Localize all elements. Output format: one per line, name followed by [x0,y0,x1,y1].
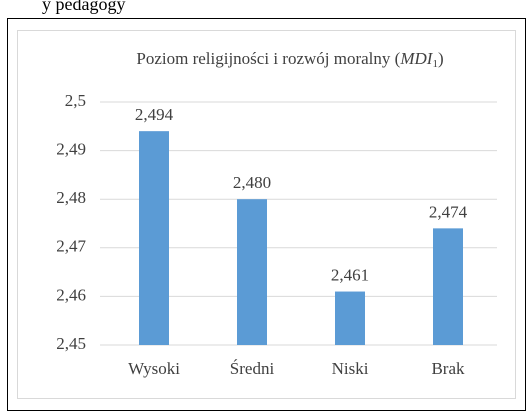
y-tick-label: 2,47 [56,237,86,256]
data-label: 2,480 [233,173,271,192]
x-tick-label: Wysoki [128,359,180,378]
title-italic: MDI [399,49,433,68]
chart-title: Poziom religijności i rozwój moralny (MD… [136,49,443,70]
title-text: Poziom religijności i rozwój moralny ( [136,49,400,68]
bar [237,199,267,345]
y-tick-label: 2,45 [56,334,86,353]
data-label: 2,461 [331,265,369,284]
bar [433,228,463,345]
x-tick-label: Niski [332,359,369,378]
page-text: y pedagogy [42,0,125,14]
y-tick-label: 2,48 [56,188,86,207]
y-tick-label: 2,49 [56,140,86,159]
y-tick-label: 2,46 [56,285,86,304]
title-subscript: 1 [432,58,438,70]
x-tick-label: Średni [230,359,275,378]
x-tick-label: Brak [431,359,465,378]
bar [335,291,365,345]
title-close: ) [438,49,444,68]
data-label: 2,494 [135,105,174,124]
data-label: 2,474 [429,202,468,221]
y-tick-label: 2,5 [65,91,86,110]
bar [139,131,169,345]
